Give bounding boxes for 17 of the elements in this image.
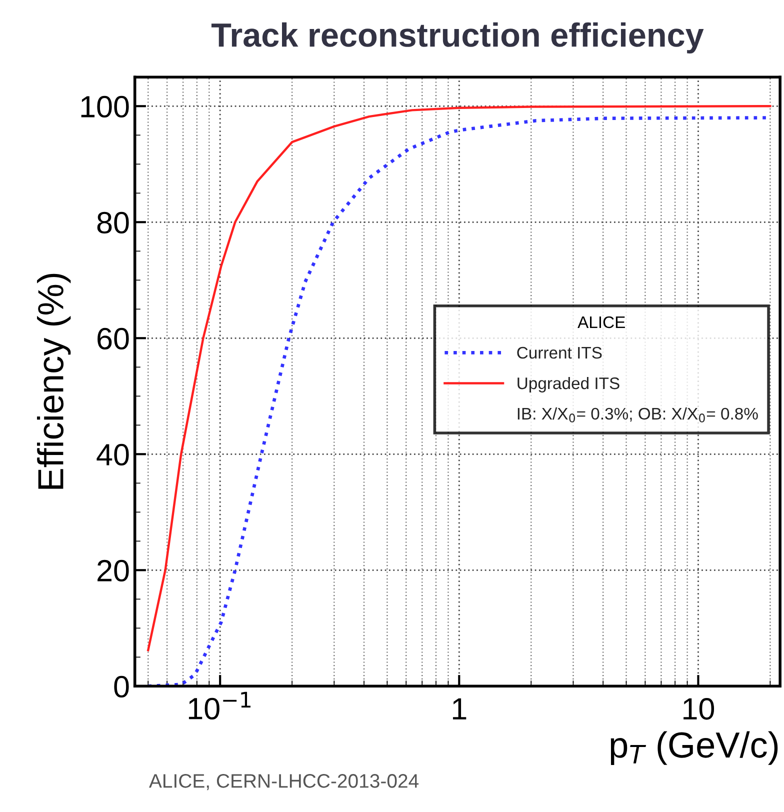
legend-title: ALICE (578, 316, 625, 328)
x-tick-label: 10 (684, 698, 714, 720)
y-tick-label: 40 (96, 444, 129, 466)
x-tick-label: 10$^{−1}$ (188, 692, 250, 720)
x-tick-label: 1 (452, 698, 466, 720)
y-tick-label: 80 (97, 212, 129, 234)
annotation: IB: X/X$_{0}$= 0.3%; OB: X/X$_{0}$= 0.8% (518, 407, 758, 422)
x-axis-title: p$_{T}$ (GeV/c) (610, 731, 778, 765)
y-tick-label: 60 (98, 328, 129, 350)
legend-label: Upgraded ITS (518, 376, 620, 392)
chart-title: Track reconstruction efficiency (211, 22, 704, 54)
y-tick-label: 0 (114, 676, 129, 698)
text: ALICE, CERN-LHCC-2013-024 (149, 774, 419, 790)
y-axis-title: Efficiency (%) (37, 274, 71, 489)
y-tick-label: 20 (98, 560, 129, 582)
legend-label: Current ITS (517, 346, 602, 359)
y-tick-label: 100 (81, 96, 129, 118)
